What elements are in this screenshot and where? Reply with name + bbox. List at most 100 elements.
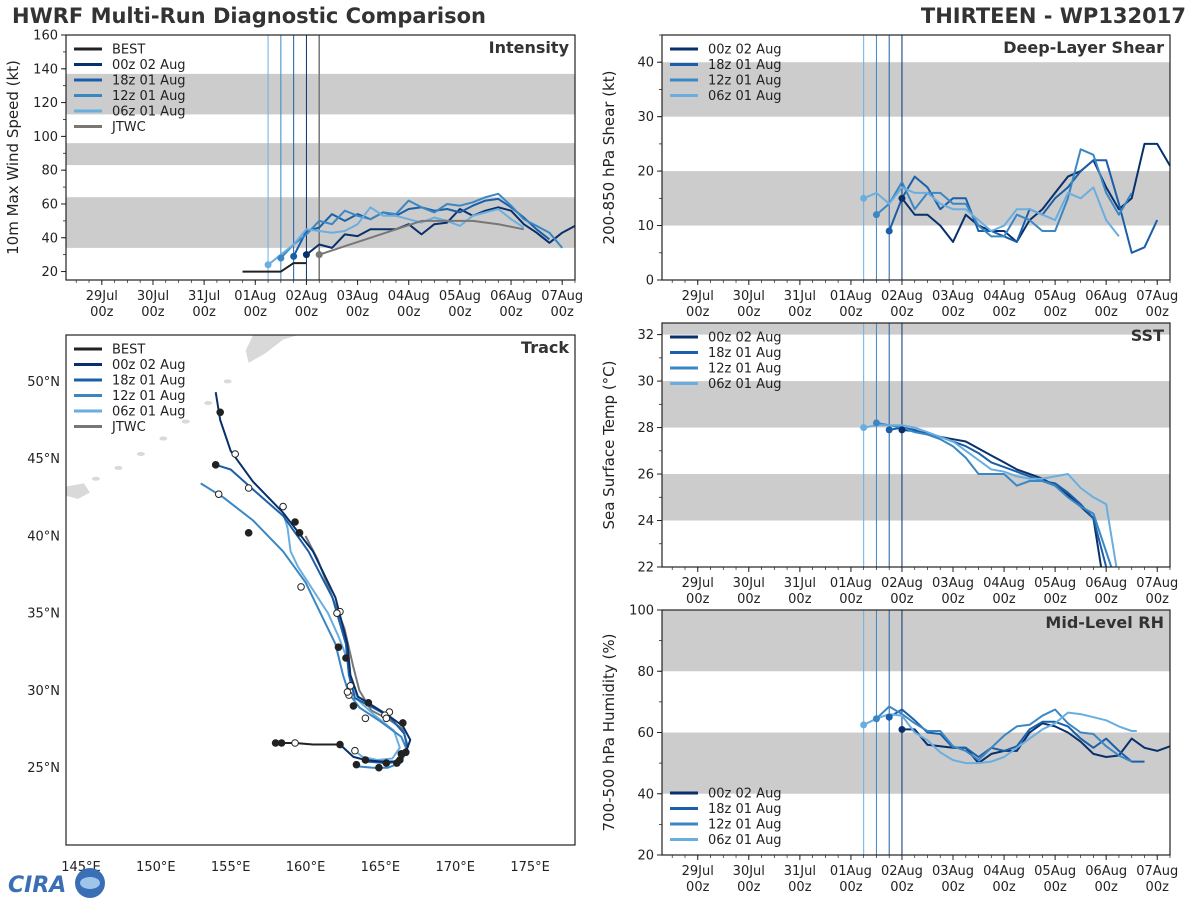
legend-label: 12z 01 Aug [112, 89, 186, 104]
series-line-00z-02-aug [305, 206, 576, 256]
x-tick-label-date: 01Aug [830, 576, 872, 591]
y-tick-label: 26 [637, 468, 654, 483]
init-marker [872, 419, 880, 427]
landmass [66, 483, 90, 499]
x-tick-label-date: 04Aug [983, 576, 1025, 591]
legend-label: JTWC [111, 420, 146, 435]
init-marker [885, 713, 893, 721]
map-lon-label: 165°E [361, 860, 401, 875]
map-lon-label: 175°E [510, 860, 550, 875]
y-axis-label: 200-850 hPa Shear (kt) [600, 71, 618, 245]
track-dot-00z [342, 654, 350, 662]
x-tick-label-hour: 00z [346, 305, 370, 320]
x-tick-label-hour: 00z [941, 592, 965, 607]
track-dot-00z [361, 756, 370, 764]
track-dot-00z [393, 759, 401, 767]
x-tick-label-date: 02Aug [285, 289, 327, 304]
plot-frame [65, 34, 576, 281]
init-marker [264, 261, 272, 269]
panel-title: Track [521, 338, 569, 357]
y-tick-label: 60 [41, 197, 58, 212]
x-tick-label-hour: 00z [1146, 305, 1170, 320]
legend-label: 06z 01 Aug [112, 105, 186, 120]
x-tick-label-date: 07Aug [1136, 864, 1178, 879]
x-tick-label-date: 30Jul [733, 576, 765, 591]
storm-name: THIRTEEN - WP132017 [920, 4, 1186, 28]
x-tick-label-hour: 00z [1146, 880, 1170, 895]
x-tick-label-date: 31Jul [784, 576, 816, 591]
init-marker [872, 211, 880, 219]
x-tick-label-date: 29Jul [682, 289, 714, 304]
track-dot-12z [244, 484, 253, 492]
x-tick-label-date: 29Jul [86, 289, 118, 304]
legend-label: 00z 02 Aug [708, 43, 782, 58]
y-tick-label: 10 [637, 219, 654, 234]
map-lat-label: 40°N [27, 529, 60, 544]
x-tick-label-hour: 00z [788, 305, 812, 320]
legend-label: 18z 01 Aug [708, 346, 782, 361]
legend-label: 00z 02 Aug [112, 58, 186, 73]
series-line-00z-02-aug [902, 722, 1171, 765]
y-tick-label: 28 [637, 421, 654, 436]
y-tick-label: 100 [33, 130, 58, 145]
threshold-band [66, 73, 575, 115]
legend-label: 00z 02 Aug [708, 787, 782, 802]
map-lat-label: 45°N [27, 452, 60, 467]
y-axis-label: 700-500 hPa Humidity (%) [600, 633, 618, 831]
x-tick-label-hour: 00z [90, 305, 114, 320]
map-lon-label: 150°E [136, 860, 176, 875]
x-tick-label-hour: 00z [992, 592, 1016, 607]
track-dot-12z [297, 583, 305, 591]
x-tick-label-date: 05Aug [1034, 289, 1076, 304]
shear-panel: 01020304029Jul00z30Jul00z31Jul00z01Aug00… [600, 34, 1178, 320]
track-dot-00z [334, 643, 343, 651]
series-line-jtwc [318, 219, 524, 256]
init-marker [885, 227, 893, 235]
cira-logo: CIRA [8, 868, 105, 898]
x-tick-label-hour: 00z [1094, 305, 1118, 320]
init-marker [898, 725, 906, 733]
legend-label: 06z 01 Aug [708, 377, 782, 392]
legend-label: 06z 01 Aug [708, 89, 782, 104]
track-dot-00z [211, 461, 220, 469]
y-tick-label: 20 [637, 165, 654, 180]
legend-label: 18z 01 Aug [708, 58, 782, 73]
x-tick-label-date: 04Aug [388, 289, 430, 304]
init-marker [898, 426, 906, 434]
island [159, 436, 168, 441]
y-tick-label: 60 [637, 726, 654, 741]
x-tick-label-date: 07Aug [1136, 576, 1178, 591]
track-dot-00z [295, 529, 304, 537]
x-tick-label-hour: 00z [686, 305, 710, 320]
x-tick-label-hour: 00z [1043, 305, 1067, 320]
x-tick-label-hour: 00z [992, 305, 1016, 320]
panel-title: Mid-Level RH [1045, 613, 1164, 632]
logo-text: CIRA [8, 873, 66, 898]
x-tick-label-hour: 00z [890, 592, 914, 607]
x-tick-label-date: 29Jul [682, 864, 714, 879]
x-tick-label-hour: 00z [737, 305, 761, 320]
init-marker [860, 424, 868, 432]
map-lat-label: 35°N [27, 607, 60, 622]
x-tick-label-date: 31Jul [784, 864, 816, 879]
x-tick-label-hour: 00z [788, 592, 812, 607]
track-dot-00z [375, 763, 383, 772]
x-tick-label-hour: 00z [448, 305, 472, 320]
x-tick-label-date: 03Aug [932, 576, 974, 591]
track-dot-00z [399, 719, 407, 727]
island [91, 476, 100, 481]
init-marker [290, 252, 298, 260]
series-line-best [242, 262, 307, 273]
x-tick-label-hour: 00z [686, 880, 710, 895]
legend-label: 18z 01 Aug [708, 802, 782, 817]
x-tick-label-hour: 00z [839, 592, 863, 607]
x-tick-label-date: 01Aug [234, 289, 276, 304]
x-tick-label-date: 06Aug [490, 289, 532, 304]
legend-label: 12z 01 Aug [708, 818, 782, 833]
map-lon-label: 160°E [286, 860, 326, 875]
x-tick-label-date: 29Jul [682, 576, 714, 591]
legend-label: 12z 01 Aug [708, 362, 782, 377]
x-tick-label-hour: 00z [890, 880, 914, 895]
threshold-band [662, 732, 1170, 794]
panel-title: SST [1131, 326, 1164, 345]
